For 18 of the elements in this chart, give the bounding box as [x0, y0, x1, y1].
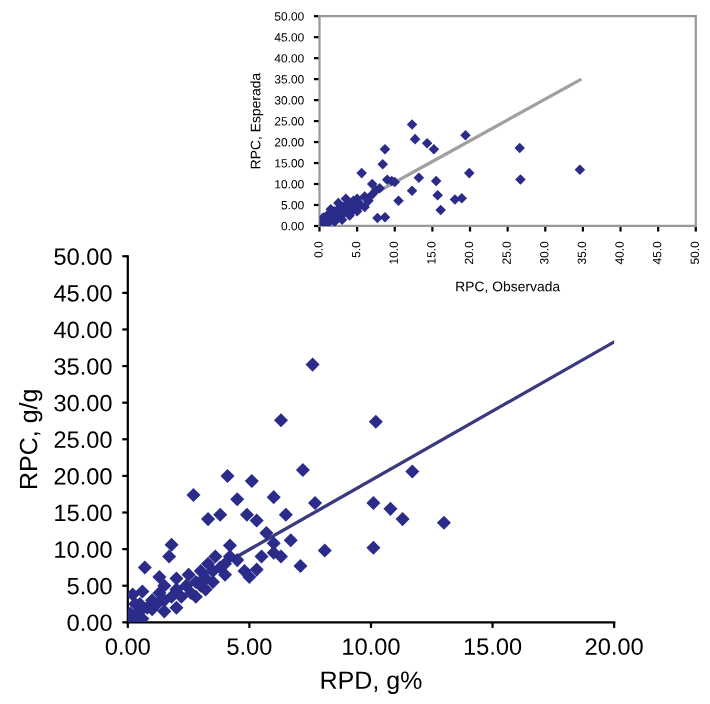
y-tick-label: 0.00	[67, 614, 112, 632]
y-tick-label: 35.00	[54, 358, 112, 375]
y-tick-label: 20.00	[54, 467, 112, 485]
y-tick-label: 50.00	[54, 248, 112, 266]
y-tick-label: 25.00	[54, 431, 112, 449]
y-tick-label: 15.00	[55, 504, 112, 522]
x-axis-title: RPD, g%	[321, 671, 422, 695]
x-tick-label: 20.00	[585, 638, 643, 655]
y-tick-label: 40.00	[53, 321, 112, 339]
x-tick-label: 15.00	[464, 638, 522, 655]
x-tick-label: 5.00	[227, 638, 272, 655]
y-tick-label: 45.00	[53, 284, 112, 302]
y-tick-label: 5.00	[67, 577, 112, 595]
y-tick-label: 30.00	[54, 394, 112, 412]
y-axis-title: RPC, g/g	[19, 390, 43, 488]
x-tick-label: 10.00	[343, 638, 400, 655]
x-tick-label: 0.00	[105, 638, 150, 655]
y-tick-label: 10.00	[55, 541, 112, 558]
